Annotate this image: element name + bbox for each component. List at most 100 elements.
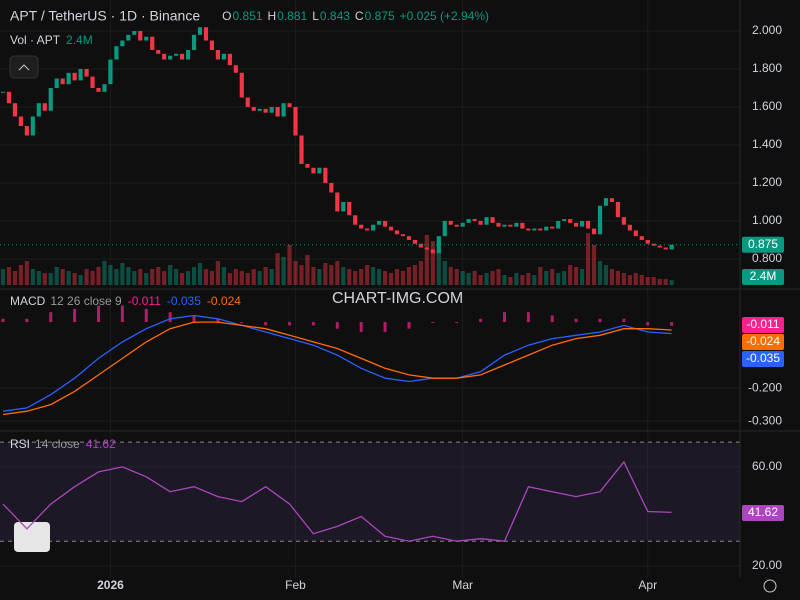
candle-body: [508, 224, 513, 227]
volume-bar: [472, 271, 477, 285]
macd-histogram: [144, 308, 148, 323]
volume-bar: [496, 269, 501, 285]
settings-icon[interactable]: [763, 579, 777, 593]
macd-line: [2, 314, 672, 412]
volume-bar: [627, 275, 632, 285]
volume-bar: [305, 255, 310, 285]
candle-body: [12, 103, 18, 117]
volume-bar: [126, 267, 131, 285]
candle-body: [114, 46, 119, 60]
candle-body: [478, 220, 483, 225]
candle-body: [544, 226, 549, 231]
volume-bar: [591, 245, 597, 285]
candle-body: [18, 116, 23, 126]
volume-bar: [371, 267, 376, 285]
candle-body: [406, 236, 412, 240]
volume-bar: [215, 261, 220, 285]
volume-bar: [209, 271, 215, 285]
x-tick-label: Mar: [452, 578, 473, 592]
legend-text: APT / TetherUS · 1D · Binance: [10, 8, 200, 24]
volume-bar: [245, 273, 250, 285]
legend-text: L: [312, 9, 319, 23]
candle-body: [388, 226, 394, 231]
legend-text: +0.025 (+2.94%): [400, 9, 489, 23]
volume-bar: [442, 261, 447, 285]
volume-bar: [311, 267, 316, 285]
candle-body: [239, 72, 244, 98]
candle-body: [60, 78, 65, 85]
volume-bar: [251, 269, 256, 285]
macd-histogram: [216, 318, 220, 323]
last-price-tag-bg: [742, 236, 784, 253]
legend-text: 14 close: [35, 437, 80, 451]
volume-bar: [54, 267, 59, 285]
candle-body: [233, 65, 238, 73]
macd-histogram: [192, 315, 196, 323]
candle-body: [353, 215, 358, 225]
candle-body: [251, 106, 256, 111]
volume-bar: [108, 265, 113, 285]
rsi-line: [2, 460, 672, 542]
macd-histogram: [288, 322, 292, 326]
candle-body: [484, 217, 489, 225]
legend-text: C: [355, 9, 364, 23]
legend-text: Vol · APT: [10, 33, 61, 47]
volume-bar: [203, 269, 209, 285]
y-tick-label: 1.400: [752, 137, 782, 151]
volume-bar: [191, 267, 197, 285]
volume-bar: [42, 273, 47, 285]
legend-text: H: [268, 9, 277, 23]
volume-bar: [436, 249, 441, 285]
candle-body: [382, 220, 388, 227]
candle-body: [275, 106, 280, 117]
y-tick-label: 0.800: [752, 251, 782, 265]
candle-body: [24, 125, 29, 136]
y-tick-label: 1.200: [752, 175, 782, 189]
candle-body: [156, 50, 161, 54]
volume-bar: [132, 271, 137, 285]
candle-body: [42, 103, 47, 111]
candle-body: [466, 219, 471, 223]
candle-body: [48, 87, 53, 111]
x-tick-label: Apr: [638, 578, 657, 592]
collapse-button[interactable]: [9, 55, 39, 79]
volume-bar: [645, 277, 650, 285]
volume-bar: [239, 271, 244, 285]
volume-bar: [341, 267, 346, 285]
volume-bar: [0, 269, 6, 285]
candle-body: [615, 201, 620, 218]
candle-body: [639, 236, 644, 240]
volume-bar: [197, 263, 203, 285]
candle-body: [556, 220, 561, 229]
volume-bar: [90, 271, 95, 285]
candle-body: [36, 103, 41, 117]
candle-body: [502, 224, 507, 227]
macd-histogram: [574, 318, 578, 323]
candle-body: [54, 78, 59, 88]
macd-hist-tag-bg: [742, 317, 784, 333]
volume-bar: [156, 267, 161, 285]
candle-body: [90, 76, 95, 88]
volume-tag: 2.4M: [750, 269, 777, 283]
volume-bar: [633, 273, 638, 285]
volume-bar: [281, 257, 286, 285]
volume-bar: [621, 273, 626, 285]
volume-bar: [490, 271, 495, 285]
candle-body: [394, 230, 400, 235]
candle-body: [305, 163, 310, 168]
macd-line: [2, 321, 672, 416]
candle-body: [568, 219, 573, 223]
candle-body: [550, 226, 555, 229]
legend-text: 12 26 close 9: [50, 294, 122, 308]
macd-histogram: [526, 312, 530, 323]
volume-bar: [478, 275, 483, 285]
volume-bar: [84, 269, 89, 285]
candle-body: [526, 228, 531, 231]
candle-body: [120, 40, 125, 47]
candle-body: [657, 245, 662, 248]
candle-body: [430, 249, 435, 254]
volume-bar: [484, 273, 489, 285]
volume-bar: [347, 269, 352, 285]
